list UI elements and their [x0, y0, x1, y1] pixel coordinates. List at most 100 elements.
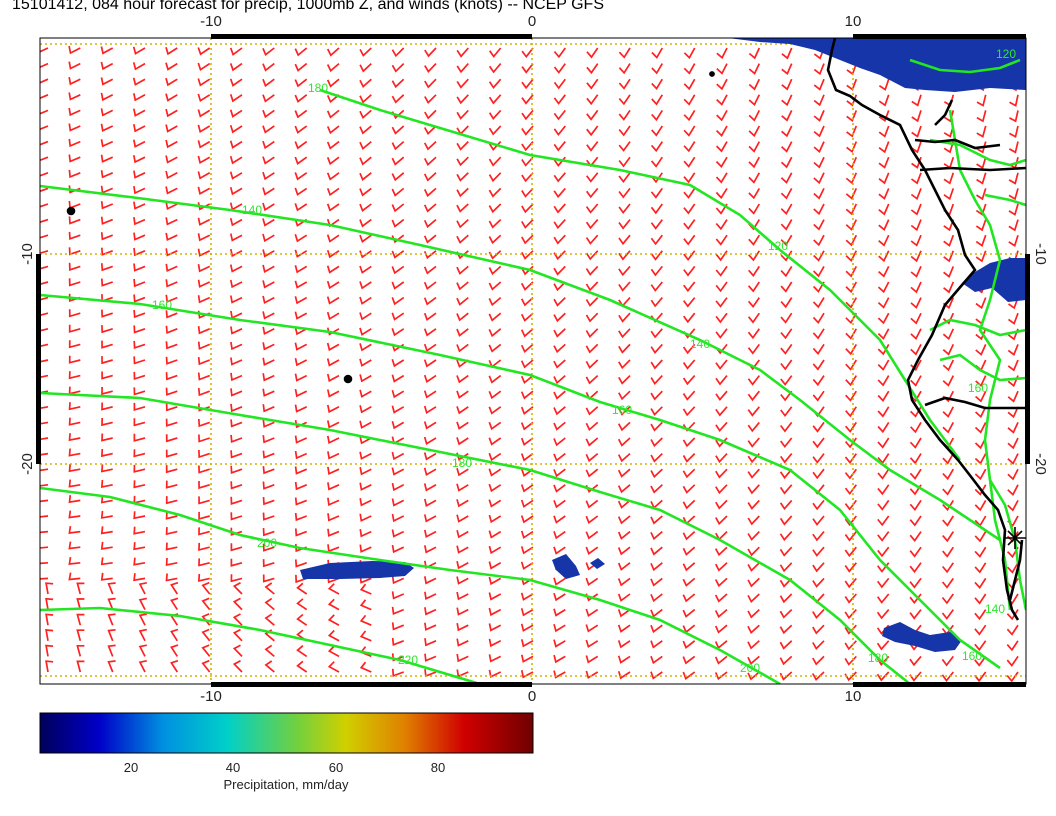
wind-barb [844, 655, 857, 666]
wind-barb [326, 249, 340, 259]
wind-barb [878, 172, 890, 185]
wind-barb [391, 637, 405, 646]
wind-barb [974, 531, 987, 543]
wind-barb [844, 593, 857, 604]
wind-barb [780, 390, 793, 402]
wind-barb [553, 654, 566, 664]
wind-barb [618, 187, 631, 199]
wind-barb [101, 325, 113, 334]
wind-barb [682, 359, 696, 370]
wind-barb [294, 234, 308, 243]
wind-barb [1007, 437, 1019, 450]
wind-barb [780, 421, 793, 433]
wind-barb [941, 593, 954, 605]
wind-barb [423, 545, 437, 554]
wind-barb [262, 326, 275, 335]
wind-barb [651, 47, 664, 59]
wind-barb [197, 171, 211, 180]
wind-barb [100, 557, 113, 566]
wind-barb [813, 250, 825, 262]
wind-barb [165, 124, 178, 133]
wind-barb [553, 515, 566, 524]
wind-barb [264, 644, 275, 658]
wind-barb [262, 528, 275, 537]
wind-barb [747, 437, 760, 448]
wind-barb [617, 452, 631, 463]
wind-barb [359, 661, 372, 673]
wind-barb [844, 468, 857, 480]
wind-barb [423, 498, 437, 507]
wind-barb [586, 47, 599, 59]
wind-barb [488, 390, 502, 400]
wind-barb [391, 296, 405, 306]
contour-label: 160 [968, 381, 988, 395]
wind-barb [780, 359, 793, 371]
wind-barb [132, 124, 146, 133]
contour-160a [40, 293, 1001, 670]
wind-barb [910, 266, 922, 278]
wind-barb [40, 390, 49, 394]
wind-barb [423, 405, 437, 415]
wind-barb [780, 406, 793, 418]
wind-barb [781, 94, 793, 107]
wind-barb [391, 498, 405, 507]
wind-barb [683, 172, 696, 184]
wind-barb [1006, 624, 1019, 636]
wind-barb [197, 341, 211, 350]
wind-barb [165, 108, 178, 118]
wind-barb [100, 201, 114, 210]
wind-barb [488, 187, 502, 198]
wind-barb [682, 406, 696, 417]
wind-barb [391, 389, 405, 399]
wind-barb [262, 94, 275, 103]
wind-barb [40, 172, 49, 177]
wind-barb [943, 141, 955, 154]
wind-barb [294, 311, 308, 320]
wind-barb [845, 375, 858, 387]
wind-barb [424, 47, 437, 58]
contour-coast-2 [929, 318, 1026, 337]
wind-barb [40, 374, 49, 379]
lat-tick-left: -20 [19, 453, 36, 475]
wind-barb [553, 125, 566, 137]
wind-barb [844, 453, 857, 465]
wind-barb [780, 265, 793, 278]
wind-barb [650, 437, 663, 448]
wind-barb [101, 309, 113, 318]
wind-barb [780, 219, 793, 231]
wind-barb [68, 216, 81, 225]
wind-barb [230, 434, 243, 443]
wind-barb [844, 531, 857, 542]
wind-barb [100, 92, 114, 102]
wind-barb [326, 265, 340, 274]
wind-barb [107, 613, 116, 626]
wind-barb [941, 577, 954, 589]
wind-barb [942, 312, 955, 325]
wind-barb [748, 187, 761, 200]
wind-barb [650, 530, 663, 541]
wind-barb [618, 250, 631, 261]
wind-barb [40, 156, 49, 162]
wind-barb [747, 297, 760, 308]
wind-barb [488, 109, 502, 121]
wind-barb [877, 328, 890, 340]
wind-barb [845, 359, 858, 371]
wind-barb [1007, 375, 1019, 388]
wind-barb [327, 513, 340, 522]
wind-barb [520, 437, 534, 446]
wind-barb [781, 78, 793, 91]
wind-barb [197, 279, 211, 288]
lon-tick-bottom: -10 [200, 688, 222, 705]
wind-barb [264, 582, 275, 595]
wind-barb [133, 511, 146, 520]
wind-barb [714, 640, 728, 650]
wind-barb [1007, 312, 1019, 325]
wind-barb [230, 496, 243, 505]
precip-area-1 [300, 561, 414, 579]
wind-barb [520, 561, 534, 570]
coastline [826, 38, 1020, 621]
wind-barb [359, 513, 372, 522]
wind-barb [617, 655, 631, 664]
wind-barb [45, 644, 54, 657]
wind-barb [133, 449, 146, 458]
